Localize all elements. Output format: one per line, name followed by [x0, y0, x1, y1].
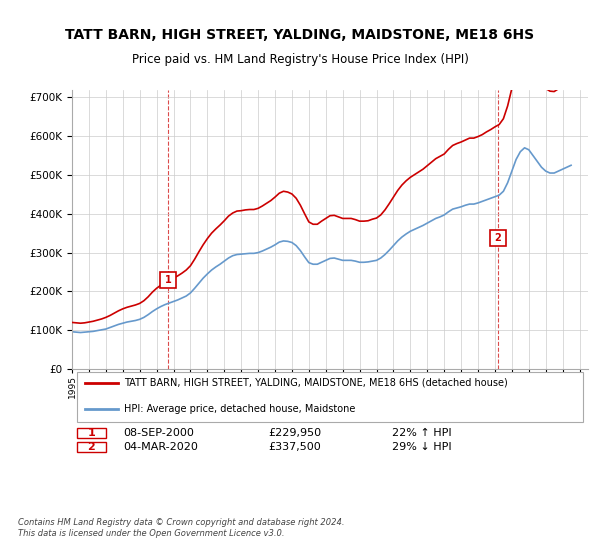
Text: £229,950: £229,950 [268, 428, 321, 438]
Text: Price paid vs. HM Land Registry's House Price Index (HPI): Price paid vs. HM Land Registry's House … [131, 53, 469, 66]
FancyBboxPatch shape [77, 442, 106, 451]
Text: 22% ↑ HPI: 22% ↑ HPI [392, 428, 452, 438]
Text: 08-SEP-2000: 08-SEP-2000 [124, 428, 194, 438]
Text: 29% ↓ HPI: 29% ↓ HPI [392, 442, 452, 452]
Text: 2: 2 [494, 233, 501, 243]
Text: 2: 2 [87, 442, 95, 452]
Text: TATT BARN, HIGH STREET, YALDING, MAIDSTONE, ME18 6HS: TATT BARN, HIGH STREET, YALDING, MAIDSTO… [65, 28, 535, 42]
Text: 04-MAR-2020: 04-MAR-2020 [124, 442, 199, 452]
Text: £337,500: £337,500 [268, 442, 321, 452]
Text: TATT BARN, HIGH STREET, YALDING, MAIDSTONE, ME18 6HS (detached house): TATT BARN, HIGH STREET, YALDING, MAIDSTO… [124, 378, 508, 388]
Text: Contains HM Land Registry data © Crown copyright and database right 2024.
This d: Contains HM Land Registry data © Crown c… [18, 518, 344, 538]
Text: 1: 1 [87, 428, 95, 438]
FancyBboxPatch shape [77, 428, 106, 438]
Text: HPI: Average price, detached house, Maidstone: HPI: Average price, detached house, Maid… [124, 404, 355, 414]
Text: 1: 1 [165, 275, 172, 285]
FancyBboxPatch shape [77, 372, 583, 422]
